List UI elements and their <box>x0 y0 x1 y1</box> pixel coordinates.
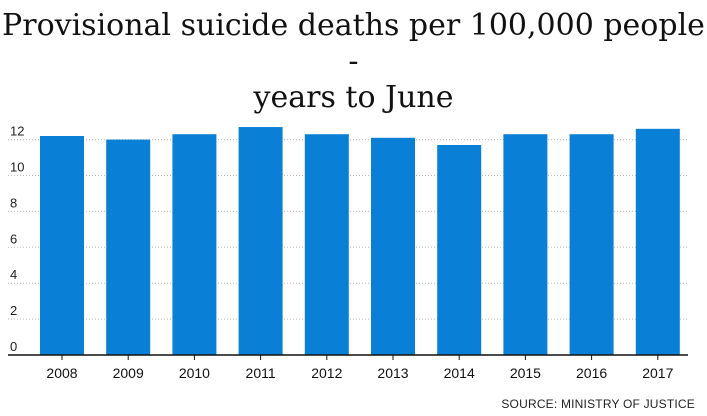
x-tick-label: 2009 <box>113 365 144 381</box>
bars <box>40 127 680 355</box>
bar-2009 <box>106 139 151 355</box>
y-tick-label: 2 <box>10 303 17 318</box>
chart-title-line: Provisional suicide deaths per 100,000 p… <box>2 8 705 79</box>
x-tick-label: 2008 <box>46 365 77 381</box>
x-tick-label: 2012 <box>311 365 342 381</box>
bar-2014 <box>437 144 482 355</box>
x-axis-ticks: 2008 2009 2010 2011 2012 2013 2014 2015 2016 2017 <box>46 355 674 381</box>
x-tick-label: 2010 <box>179 365 210 381</box>
x-tick-label: 2011 <box>246 365 276 381</box>
bar-2008 <box>40 136 84 355</box>
y-tick-label: 10 <box>10 160 24 175</box>
x-tick-label: 2016 <box>576 365 607 381</box>
bar-2016 <box>569 134 614 355</box>
bar-2013 <box>371 137 415 355</box>
bar-2010 <box>172 134 217 355</box>
y-tick-label: 4 <box>10 267 17 282</box>
y-axis-ticks: 0 2 4 6 8 10 12 <box>10 124 24 354</box>
bar-2012 <box>304 134 349 355</box>
chart-title: Provisional suicide deaths per 100,000 p… <box>0 8 707 116</box>
y-tick-label: 12 <box>10 124 24 139</box>
x-tick-label: 2015 <box>510 365 541 381</box>
bar-2011 <box>238 127 283 355</box>
x-tick-label: 2017 <box>642 365 673 381</box>
y-tick-label: 8 <box>10 195 17 210</box>
y-tick-label: 0 <box>10 339 17 354</box>
y-tick-label: 6 <box>10 231 17 246</box>
chart-title-line: years to June <box>253 80 454 115</box>
source-note: SOURCE: MINISTRY OF JUSTICE <box>501 397 695 411</box>
x-tick-label: 2014 <box>444 365 475 381</box>
x-tick-label: 2013 <box>377 365 408 381</box>
bar-2015 <box>503 134 548 355</box>
bar-2017 <box>635 128 680 355</box>
